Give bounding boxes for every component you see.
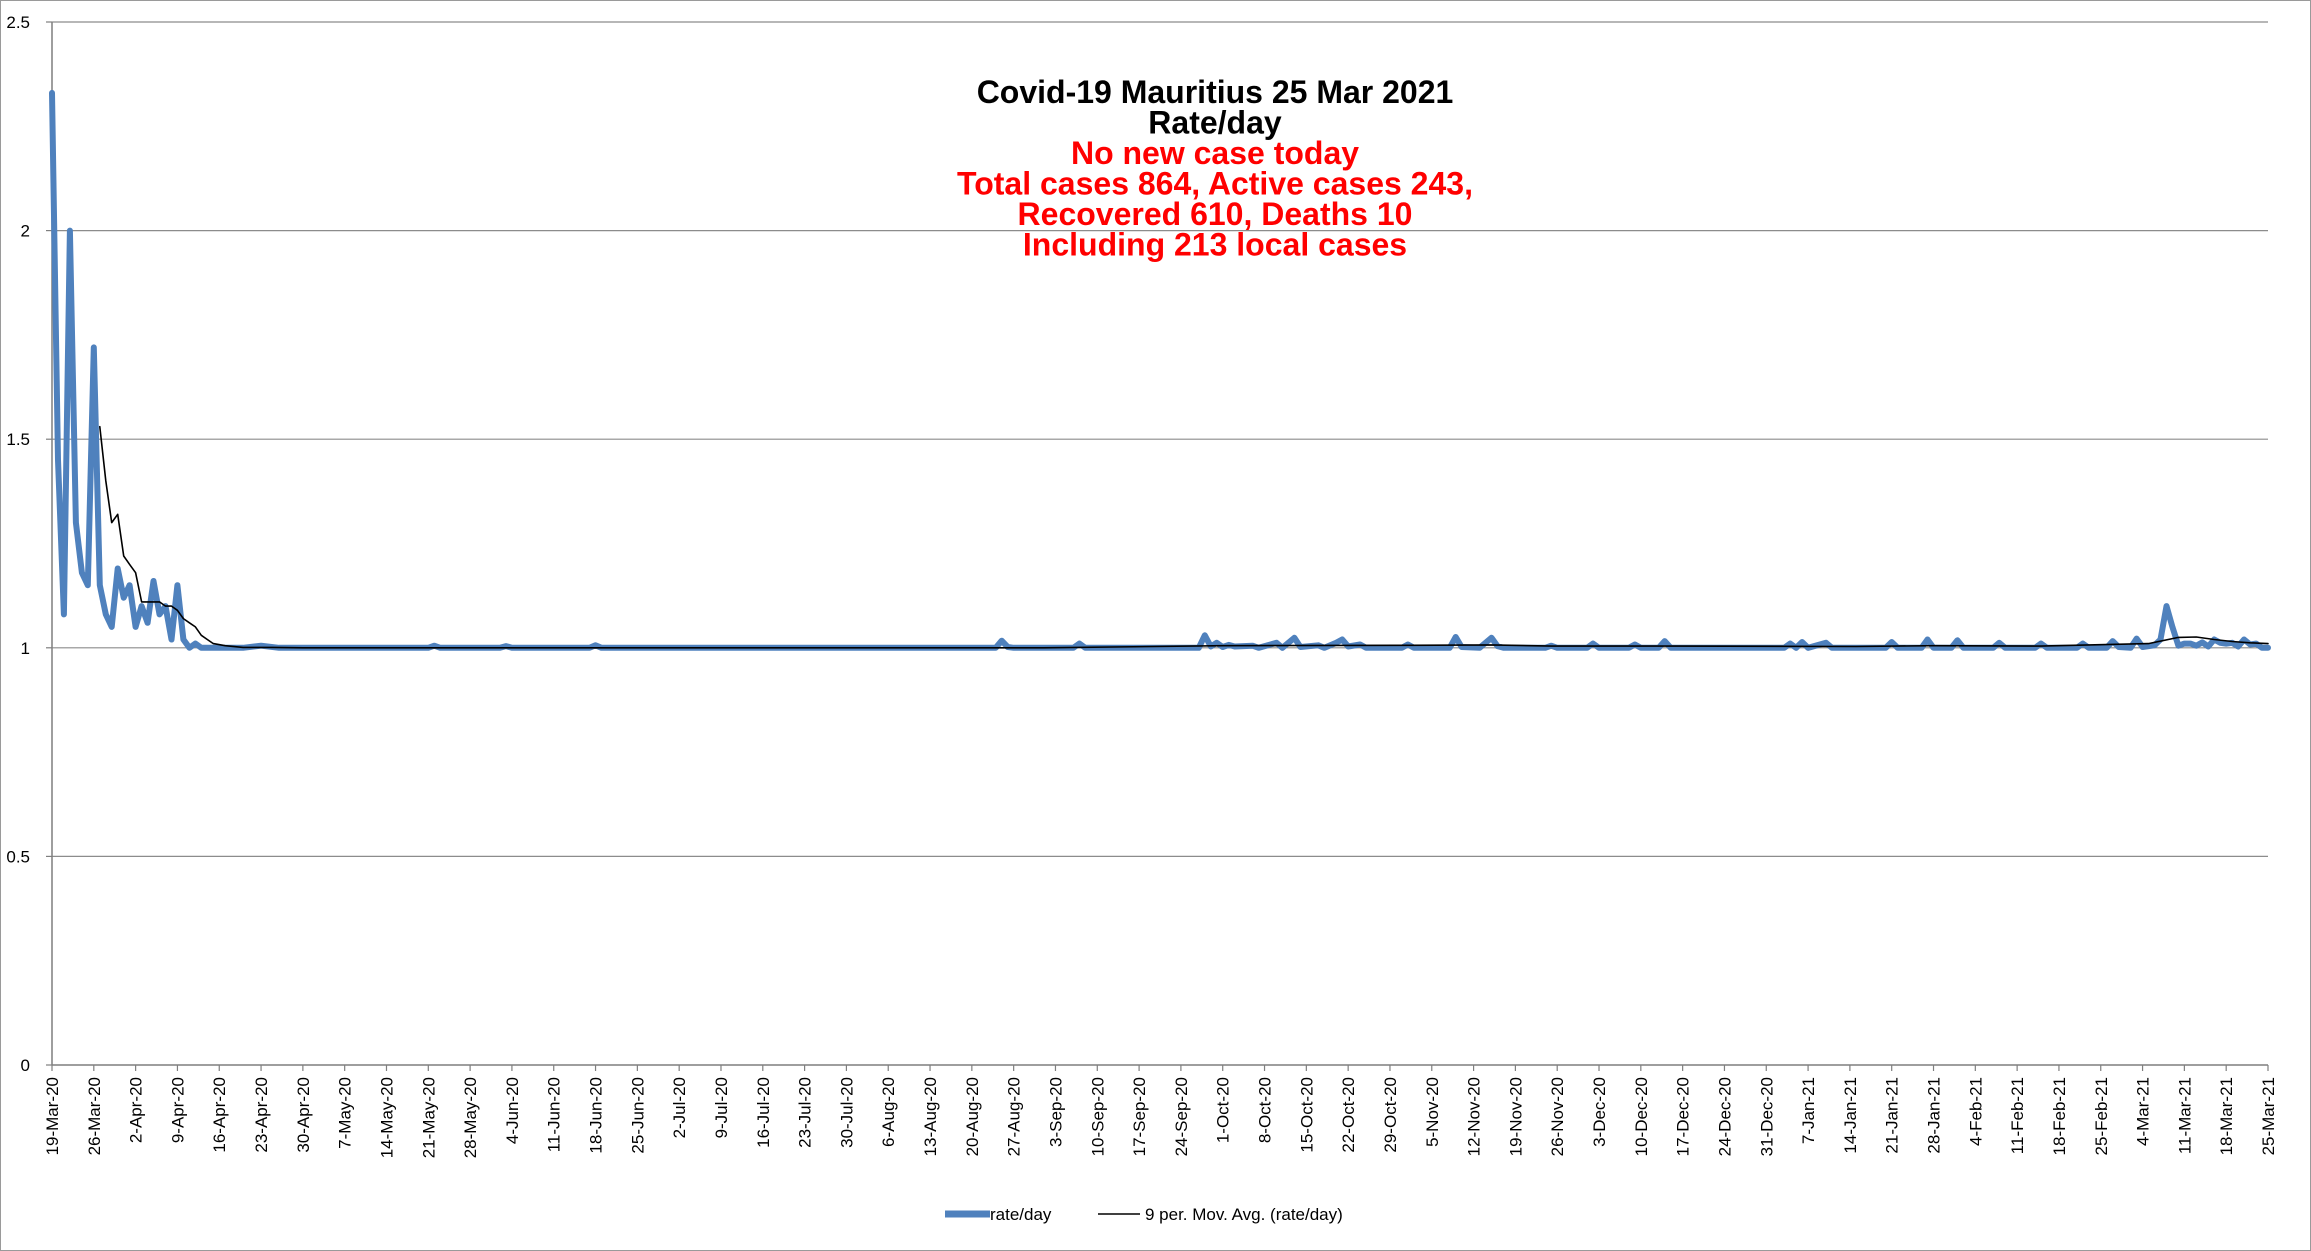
x-tick-label: 22-Oct-20 [1339, 1077, 1358, 1153]
x-tick-label: 12-Nov-20 [1465, 1077, 1484, 1156]
legend-label-moving-avg: 9 per. Mov. Avg. (rate/day) [1145, 1205, 1343, 1224]
x-tick-label: 25-Feb-21 [2092, 1077, 2111, 1155]
x-tick-label: 18-Mar-21 [2217, 1077, 2236, 1155]
y-axis-ticks: 0 0.5 1 1.5 2 2.5 [6, 13, 52, 1075]
x-tick-label: 3-Dec-20 [1590, 1077, 1609, 1147]
x-tick-label: 26-Nov-20 [1548, 1077, 1567, 1156]
x-tick-label: 4-Mar-21 [2134, 1077, 2153, 1146]
x-tick-label: 1-Oct-20 [1214, 1077, 1233, 1143]
x-tick-label: 27-Aug-20 [1005, 1077, 1024, 1156]
x-tick-label: 9-Apr-20 [168, 1077, 187, 1143]
x-tick-label: 30-Apr-20 [294, 1077, 313, 1153]
x-tick-label: 6-Aug-20 [879, 1077, 898, 1147]
x-tick-label: 23-Jul-20 [796, 1077, 815, 1148]
y-tick-label: 0 [21, 1056, 30, 1075]
x-tick-label: 7-Jan-21 [1799, 1077, 1818, 1144]
x-tick-label: 21-Jan-21 [1883, 1077, 1902, 1154]
x-tick-label: 19-Nov-20 [1506, 1077, 1525, 1156]
y-tick-label: 2.5 [6, 13, 30, 32]
x-tick-label: 23-Apr-20 [252, 1077, 271, 1153]
x-tick-label: 10-Sep-20 [1088, 1077, 1107, 1156]
x-tick-label: 29-Oct-20 [1381, 1077, 1400, 1153]
series-line-rate-day [49, 89, 2271, 651]
title-line: Including 213 local cases [1023, 227, 1407, 263]
y-tick-label: 2 [21, 222, 30, 241]
y-tick-label: 1 [21, 639, 30, 658]
x-tick-label: 4-Jun-20 [503, 1077, 522, 1144]
x-tick-label: 25-Jun-20 [628, 1077, 647, 1154]
x-tick-label: 9-Jul-20 [712, 1077, 731, 1138]
legend-label-rate-day: rate/day [990, 1205, 1052, 1224]
x-tick-label: 20-Aug-20 [963, 1077, 982, 1156]
title-line: Covid-19 Mauritius 25 Mar 2021 [977, 74, 1454, 110]
x-tick-label: 24-Sep-20 [1172, 1077, 1191, 1156]
y-tick-label: 1.5 [6, 430, 30, 449]
x-tick-label: 15-Oct-20 [1297, 1077, 1316, 1153]
x-tick-label: 16-Apr-20 [210, 1077, 229, 1153]
x-tick-label: 17-Dec-20 [1674, 1077, 1693, 1156]
series-line-moving-avg [99, 425, 2269, 649]
x-tick-label: 2-Jul-20 [670, 1077, 689, 1138]
x-tick-label: 8-Oct-20 [1256, 1077, 1275, 1143]
x-tick-label: 11-Jun-20 [545, 1077, 564, 1152]
x-tick-label: 3-Sep-20 [1046, 1077, 1065, 1147]
x-tick-label: 5-Nov-20 [1423, 1077, 1442, 1147]
x-tick-label: 31-Dec-20 [1757, 1077, 1776, 1156]
x-tick-label: 25-Mar-21 [2259, 1077, 2278, 1155]
title-line: Recovered 610, Deaths 10 [1018, 196, 1413, 232]
x-tick-label: 10-Dec-20 [1632, 1077, 1651, 1156]
x-tick-label: 21-May-20 [419, 1077, 438, 1158]
chart-title: Covid-19 Mauritius 25 Mar 2021Rate/dayNo… [957, 74, 1473, 263]
x-tick-label: 7-May-20 [336, 1077, 355, 1149]
x-tick-label: 28-May-20 [461, 1077, 480, 1158]
x-tick-label: 24-Dec-20 [1715, 1077, 1734, 1156]
x-tick-label: 11-Feb-21 [2008, 1077, 2027, 1154]
x-tick-label: 4-Feb-21 [1966, 1077, 1985, 1146]
x-tick-label: 30-Jul-20 [837, 1077, 856, 1148]
x-tick-label: 26-Mar-20 [85, 1077, 104, 1155]
x-tick-label: 13-Aug-20 [921, 1077, 940, 1156]
x-tick-label: 17-Sep-20 [1130, 1077, 1149, 1156]
title-line: Total cases 864, Active cases 243, [957, 166, 1473, 202]
x-tick-label: 18-Feb-21 [2050, 1077, 2069, 1155]
title-line: No new case today [1071, 135, 1359, 171]
x-tick-label: 19-Mar-20 [43, 1077, 62, 1155]
x-tick-label: 16-Jul-20 [754, 1077, 773, 1148]
x-tick-label: 14-Jan-21 [1841, 1077, 1860, 1154]
series-layer [49, 89, 2271, 651]
x-tick-label: 11-Mar-21 [2175, 1077, 2194, 1154]
x-tick-label: 28-Jan-21 [1925, 1077, 1944, 1154]
x-tick-label: 18-Jun-20 [587, 1077, 606, 1154]
title-line: Rate/day [1148, 105, 1282, 141]
x-tick-label: 14-May-20 [377, 1077, 396, 1158]
x-axis-ticks: 19-Mar-20 26-Mar-20 2-Apr-20 9-Apr-20 16-Apr… [43, 1065, 2278, 1158]
legend: rate/day 9 per. Mov. Avg. (rate/day) [945, 1205, 1343, 1224]
x-tick-label: 2-Apr-20 [127, 1077, 146, 1143]
y-tick-label: 0.5 [6, 847, 30, 866]
